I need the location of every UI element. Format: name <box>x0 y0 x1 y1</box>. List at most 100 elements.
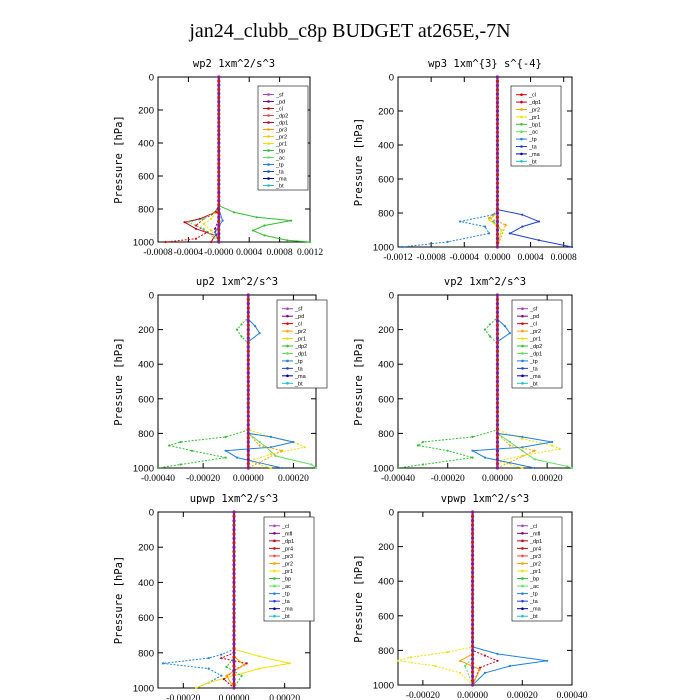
chart-4-zero-marker <box>495 418 500 423</box>
chart-5-legend-marker <box>273 539 276 543</box>
chart-6-legend-marker <box>521 614 524 618</box>
chart-1-data-point <box>289 219 293 222</box>
chart-4-zero-marker <box>495 379 500 384</box>
chart-1-legend-marker <box>267 121 270 124</box>
chart-2-data-point <box>488 218 491 221</box>
chart-1-data-point <box>187 221 190 224</box>
chart-1-zero-marker <box>217 211 221 215</box>
chart-4-zero-marker <box>495 371 500 375</box>
chart-1-zero-marker <box>217 236 221 240</box>
chart-1-legend-marker <box>267 114 270 117</box>
chart-1-zero-marker <box>217 124 221 129</box>
chart-2-zero-marker <box>495 185 500 190</box>
chart-1-zero-marker <box>217 96 221 100</box>
chart-1-zero-marker <box>217 215 221 219</box>
chart-1-data-point <box>263 234 266 237</box>
chart-5-zero-marker <box>232 514 236 519</box>
chart-6-zero-marker <box>470 570 475 575</box>
chart-3-data-point <box>235 456 239 459</box>
chart-3-data-point <box>168 444 171 447</box>
chart-2-zero-marker <box>495 211 500 215</box>
chart-4-data-point <box>503 325 506 328</box>
chart-4-data-point <box>488 335 492 338</box>
chart-1-ytick-label: 1000 <box>133 238 154 249</box>
chart-4-zero-marker <box>495 319 500 323</box>
chart-6-data-point <box>459 659 462 662</box>
chart-4-data-point <box>521 435 524 438</box>
chart-1-data-point <box>202 217 205 220</box>
chart-2-zero-marker <box>495 168 500 173</box>
chart-6-zero-marker <box>470 536 475 540</box>
chart-5-legend-label: _mfl <box>281 531 292 537</box>
chart-6-data-point <box>446 651 449 654</box>
chart-1-zero-marker <box>217 186 221 190</box>
chart-2-zero-marker <box>495 198 500 202</box>
chart-1-data-point <box>232 211 236 214</box>
chart-4-zero-marker <box>495 466 500 470</box>
chart-6-ytick-label: 600 <box>378 611 394 622</box>
chart-4-zero-marker <box>495 328 500 332</box>
chart-5-zero-marker <box>232 528 236 532</box>
chart-1-data-point <box>308 240 312 244</box>
chart-6-zero-marker <box>470 670 475 674</box>
chart-1-zero-marker <box>217 149 221 153</box>
chart-5-zero-marker <box>232 677 236 681</box>
chart-1-data-point <box>194 237 198 240</box>
chart-1-zero-marker <box>217 182 221 186</box>
chart-4-data-point <box>533 466 536 470</box>
chart-3-zero-marker <box>246 323 250 327</box>
chart-5-zero-marker <box>232 616 236 620</box>
chart-3-zero-marker <box>246 315 250 319</box>
chart-6-data-point <box>464 664 467 668</box>
chart-2-ytick-label: 600 <box>378 175 394 186</box>
chart-1-ytick-label: 400 <box>138 139 154 150</box>
chart-2-data-point <box>488 217 491 220</box>
chart-1-ylabel: Pressure [hPa] <box>113 115 125 204</box>
chart-2-legend-marker <box>520 152 523 156</box>
chart-3-zero-marker <box>246 293 250 297</box>
chart-2-data-point <box>483 225 487 228</box>
chart-4-data-point <box>483 328 487 331</box>
chart-4-zero-marker <box>495 306 500 310</box>
chart-5-ytick-label: 1000 <box>133 684 154 695</box>
chart-2-legend-marker <box>520 145 523 148</box>
chart-5-zero-marker <box>232 594 236 598</box>
chart-1-zero-marker <box>217 207 221 211</box>
chart-6-data-point <box>496 652 499 656</box>
chart-6-zero-marker <box>470 562 475 566</box>
chart-3-legend-marker <box>286 314 289 318</box>
chart-2-zero-marker <box>495 164 500 168</box>
chart-3-data-point <box>179 440 182 444</box>
chart-6-zero-marker <box>470 575 475 579</box>
chart-2-data-point <box>521 225 524 228</box>
chart-6-ylabel: Pressure [hPa] <box>353 554 365 643</box>
chart-5-legend-label: _dp1 <box>281 539 294 545</box>
chart-1-zero-marker <box>217 223 221 228</box>
chart-2-zero-marker <box>495 228 500 232</box>
chart-6-data-point <box>508 664 511 668</box>
chart-2-zero-marker <box>495 194 500 198</box>
chart-1-legend <box>257 85 309 191</box>
chart-1-legend-label: _sf <box>275 93 284 99</box>
chart-3-legend-marker <box>286 352 289 355</box>
chart-4-zero-marker <box>495 462 500 466</box>
chart-5-legend-label: _bp <box>281 577 291 583</box>
chart-6-data-point <box>483 671 487 675</box>
chart-6-title: vpwp 1xm^2/s^3 <box>441 493 530 505</box>
chart-3-legend-marker <box>286 329 289 333</box>
chart-3-zero-marker <box>246 449 250 453</box>
chart-1-legend-marker <box>267 128 270 131</box>
chart-1-data-point <box>194 227 198 230</box>
chart-3-ytick-label: 1000 <box>133 464 154 475</box>
chart-2-legend-label: _ac <box>528 130 538 136</box>
chart-6-zero-marker <box>470 631 475 635</box>
chart-1-data-point <box>202 227 205 230</box>
chart-1-legend-label: _dp2 <box>275 114 288 120</box>
chart-4-zero-marker <box>495 440 500 444</box>
chart-4-zero-marker <box>495 388 500 392</box>
chart-3-xtick-label: 0.00000 <box>233 474 264 484</box>
chart-5-zero-marker <box>232 541 236 545</box>
chart-6-zero-marker <box>470 557 475 562</box>
chart-3-legend-label: _ma <box>294 374 307 380</box>
chart-1-legend-marker <box>267 107 270 110</box>
